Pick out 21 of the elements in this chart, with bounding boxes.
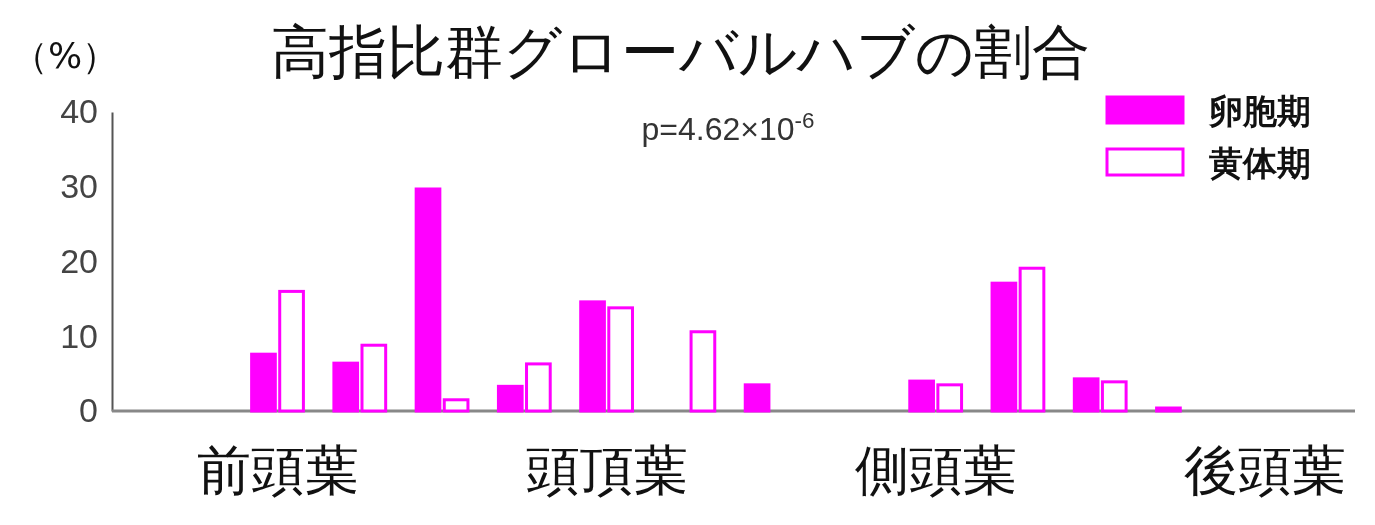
legend-label: 黄体期	[1209, 143, 1311, 183]
y-tick-label: 0	[79, 391, 98, 430]
bar	[990, 281, 1018, 413]
bar	[1018, 266, 1046, 413]
bar	[414, 187, 442, 413]
y-axis-title: （%）	[12, 35, 119, 76]
bar	[743, 383, 771, 413]
x-tick-label: 前頭葉	[196, 440, 359, 501]
annotation: p=4.62×10$^{-6}$	[641, 107, 815, 147]
y-tick-label: 40	[60, 92, 98, 131]
legend-label: 卵胞期	[1208, 91, 1311, 131]
y-tick-label: 30	[60, 167, 98, 206]
bar	[442, 398, 470, 413]
y-tick-label: 20	[60, 241, 98, 280]
bar	[1155, 406, 1182, 413]
bar	[689, 330, 717, 413]
x-tick-label: 側頭葉	[854, 440, 1017, 501]
x-tick-label: 頭頂葉	[525, 440, 688, 501]
y-tick-label: 10	[60, 316, 98, 355]
x-tick-label: 後頭葉	[1183, 440, 1346, 501]
chart-title: 高指比群グローバルハブの割合	[270, 18, 1090, 86]
